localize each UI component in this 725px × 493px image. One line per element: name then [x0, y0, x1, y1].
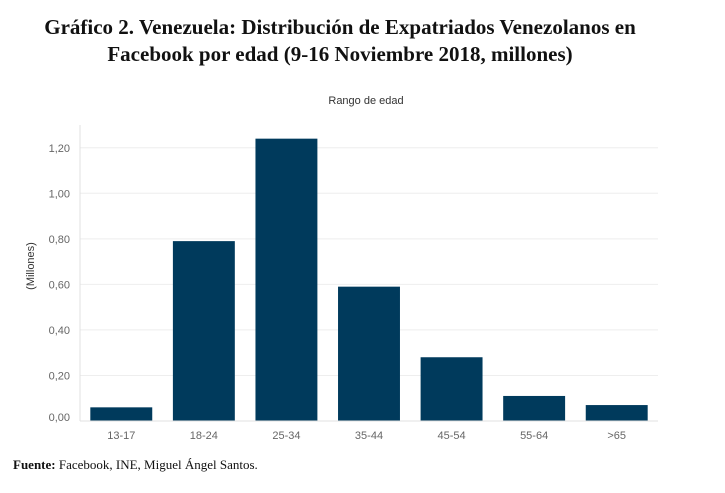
x-tick-label: >65 — [607, 430, 626, 442]
y-tick-label: 0,60 — [49, 279, 70, 291]
bar-65[interactable] — [585, 405, 648, 421]
bar-1824[interactable] — [172, 241, 235, 421]
source-text: Facebook, INE, Miguel Ángel Santos. — [55, 457, 258, 472]
x-tick-label: 18-24 — [190, 430, 218, 442]
x-tick-label: 25-34 — [272, 430, 300, 442]
bar-4554[interactable] — [420, 357, 483, 421]
chart-title-line-2: Facebook por edad (9-16 Noviembre 2018, … — [107, 42, 573, 66]
y-tick-label: 0,40 — [49, 325, 70, 337]
y-tick-label: 1,00 — [49, 188, 70, 200]
y-tick-label: 0,80 — [49, 234, 70, 246]
y-tick-label: 0,20 — [49, 370, 70, 382]
x-tick-label: 45-54 — [438, 430, 466, 442]
chart-title-line-1: Gráfico 2. Venezuela: Distribución de Ex… — [44, 15, 636, 39]
bar-5564[interactable] — [503, 395, 566, 421]
y-tick-label: 0,00 — [49, 412, 70, 424]
x-tick-label: 13-17 — [107, 430, 135, 442]
y-axis-title: (Millones) — [25, 242, 37, 290]
bar-3544[interactable] — [338, 286, 400, 421]
source-note: Fuente: Facebook, INE, Miguel Ángel Sant… — [13, 457, 258, 473]
x-tick-label: 35-44 — [355, 430, 383, 442]
bar-2534[interactable] — [255, 138, 318, 421]
x-axis-title: Rango de edad — [328, 95, 403, 107]
chart-title: Gráfico 2. Venezuela: Distribución de Ex… — [0, 14, 680, 68]
x-tick-label: 55-64 — [520, 430, 548, 442]
source-label: Fuente: — [13, 457, 56, 472]
y-tick-label: 1,20 — [49, 143, 70, 155]
bar-1317[interactable] — [90, 407, 153, 421]
